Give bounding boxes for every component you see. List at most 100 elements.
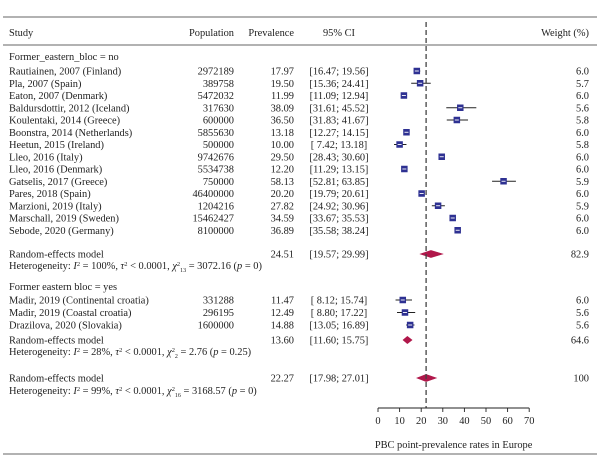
weight-value: 6.0 <box>576 91 589 102</box>
x-axis-label: PBC point-prevalence rates in Europe <box>375 440 533 451</box>
group-no-pooled-weight: 82.9 <box>571 250 589 261</box>
prevalence-value: 12.49 <box>271 308 294 319</box>
population-value: 9742676 <box>198 152 234 163</box>
weight-value: 5.6 <box>576 103 589 114</box>
study-label: Pla, 2007 (Spain) <box>9 79 81 90</box>
ci-value: [15.36; 24.41] <box>309 79 368 90</box>
group-label-no: Former_eastern_bloc = no <box>9 52 119 63</box>
population-value: 5534738 <box>198 165 234 176</box>
ci-value: [11.09; 12.94] <box>310 91 369 102</box>
ci-value: [33.67; 35.53] <box>309 214 368 225</box>
prevalence-value: 19.50 <box>271 79 294 90</box>
prevalence-value: 11.99 <box>271 91 294 102</box>
population-value: 317630 <box>203 103 234 114</box>
ci-value: [31.61; 45.52] <box>309 103 368 114</box>
weight-value: 5.9 <box>576 201 589 212</box>
weight-value: 5.8 <box>576 116 589 127</box>
weight-value: 5.6 <box>576 308 589 319</box>
weight-value: 6.0 <box>576 165 589 176</box>
group-yes-pooled-label: Random-effects model <box>9 336 104 347</box>
ci-value: [52.81; 63.85] <box>309 177 368 188</box>
group-yes-pooled-diamond <box>402 336 413 344</box>
prevalence-value: 20.20 <box>271 189 294 200</box>
group-no-pooled-diamond <box>419 250 444 258</box>
ci-value: [12.27; 14.15] <box>309 128 368 139</box>
study-label: Madir, 2019 (Coastal croatia) <box>9 308 132 319</box>
population-value: 500000 <box>203 140 234 151</box>
x-tick-label: 70 <box>524 416 534 427</box>
header-ci: 95% CI <box>323 28 356 39</box>
study-label: Drazilova, 2020 (Slovakia) <box>9 321 122 332</box>
x-tick-label: 10 <box>394 416 404 427</box>
population-value: 600000 <box>203 116 234 127</box>
prevalence-value: 12.20 <box>271 165 294 176</box>
prevalence-value: 29.50 <box>271 152 294 163</box>
overall-heterogeneity: Heterogeneity: I2 = 99%, τ2 < 0.0001, χ2… <box>9 386 257 400</box>
prevalence-value: 13.18 <box>271 128 294 139</box>
study-label: Lleo, 2016 (Italy) <box>9 152 83 163</box>
x-tick-label: 50 <box>481 416 491 427</box>
study-label: Boonstra, 2014 (Netherlands) <box>9 128 132 139</box>
ci-value: [16.47; 19.56] <box>309 67 368 78</box>
weight-value: 6.0 <box>576 67 589 78</box>
population-value: 46400000 <box>192 189 234 200</box>
prevalence-value: 36.50 <box>271 116 294 127</box>
ci-value: [ 7.42; 13.18] <box>311 140 368 151</box>
weight-value: 6.0 <box>576 296 589 307</box>
prevalence-value: 38.09 <box>271 103 294 114</box>
header-population: Population <box>189 28 235 39</box>
group-yes-heterogeneity: Heterogeneity: I2 = 28%, τ2 < 0.0001, χ2… <box>9 347 251 361</box>
population-value: 1600000 <box>198 321 234 332</box>
group-yes-pooled-prevalence: 13.60 <box>271 336 294 347</box>
ci-value: [19.79; 20.61] <box>309 189 368 200</box>
study-label: Gatselis, 2017 (Greece) <box>9 177 107 188</box>
x-tick-label: 40 <box>459 416 469 427</box>
ci-value: [13.05; 16.89] <box>309 321 368 332</box>
header-study: Study <box>9 28 34 39</box>
weight-value: 5.8 <box>576 140 589 151</box>
prevalence-value: 17.97 <box>271 67 294 78</box>
group-yes-pooled-weight: 64.6 <box>571 336 589 347</box>
population-value: 8100000 <box>198 226 234 237</box>
x-tick-label: 30 <box>438 416 448 427</box>
header-weight: Weight (%) <box>541 28 589 39</box>
study-label: Koulentaki, 2014 (Greece) <box>9 116 120 127</box>
population-value: 2972189 <box>198 67 234 78</box>
population-value: 389758 <box>203 79 234 90</box>
population-value: 750000 <box>203 177 234 188</box>
study-label: Marschall, 2019 (Sweden) <box>9 214 119 225</box>
group-no-heterogeneity: Heterogeneity: I2 = 100%, τ2 < 0.0001, χ… <box>9 261 262 275</box>
group-yes-pooled-ci: [11.60; 15.75] <box>310 336 369 347</box>
weight-value: 6.0 <box>576 214 589 225</box>
overall-pooled-prevalence: 22.27 <box>271 374 294 385</box>
prevalence-value: 36.89 <box>271 226 294 237</box>
x-tick-label: 20 <box>416 416 426 427</box>
weight-value: 5.6 <box>576 321 589 332</box>
ci-value: [35.58; 38.24] <box>309 226 368 237</box>
ci-value: [ 8.12; 15.74] <box>311 296 368 307</box>
prevalence-value: 34.59 <box>271 214 294 225</box>
population-value: 15462427 <box>192 214 234 225</box>
group-no-pooled-prevalence: 24.51 <box>271 250 294 261</box>
prevalence-value: 14.88 <box>271 321 294 332</box>
study-label: Lleo, 2016 (Denmark) <box>9 165 102 176</box>
group-no-pooled-label: Random-effects model <box>9 250 104 261</box>
study-label: Marzioni, 2019 (Italy) <box>9 201 102 212</box>
population-value: 5472032 <box>198 91 234 102</box>
overall-pooled-ci: [17.98; 27.01] <box>309 374 368 385</box>
population-value: 1204216 <box>198 201 234 212</box>
prevalence-value: 11.47 <box>271 296 294 307</box>
ci-value: [11.29; 13.15] <box>310 165 369 176</box>
population-value: 331288 <box>203 296 234 307</box>
study-label: Madir, 2019 (Continental croatia) <box>9 296 149 307</box>
x-tick-label: 0 <box>375 416 380 427</box>
study-label: Pares, 2018 (Spain) <box>9 189 91 200</box>
prevalence-value: 58.13 <box>271 177 294 188</box>
weight-value: 6.0 <box>576 189 589 200</box>
study-label: Heetun, 2015 (Ireland) <box>9 140 104 151</box>
ci-value: [ 8.80; 17.22] <box>311 308 368 319</box>
weight-value: 5.9 <box>576 177 589 188</box>
study-label: Eaton, 2007 (Denmark) <box>9 91 107 102</box>
